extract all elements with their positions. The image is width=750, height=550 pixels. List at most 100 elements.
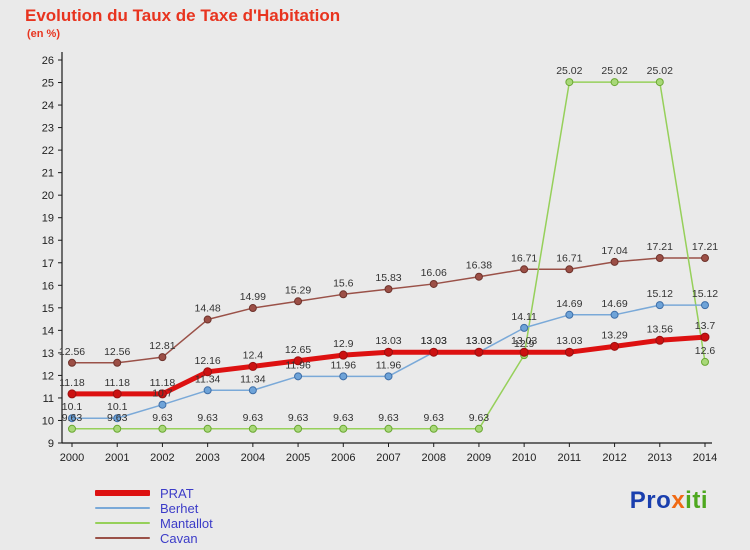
x-tick-label: 2007	[376, 452, 400, 464]
y-tick-label: 16	[42, 280, 54, 292]
legend-label-Mantallot: Mantallot	[160, 515, 213, 531]
marker-Berhet	[520, 323, 529, 332]
y-tick-label: 15	[42, 303, 54, 315]
value-label-PRAT: 11.18	[104, 377, 130, 389]
x-tick-label: 2008	[421, 452, 445, 464]
value-label-Mantallot: 9.63	[107, 412, 128, 424]
y-tick-label: 18	[42, 235, 54, 247]
marker-PRAT	[564, 347, 574, 357]
marker-PRAT	[429, 347, 439, 357]
value-label-PRAT: 12.4	[243, 349, 264, 361]
x-tick-label: 2012	[602, 452, 626, 464]
value-label-Mantallot: 9.63	[288, 412, 309, 424]
marker-Berhet	[203, 386, 212, 395]
value-label-Cavan: 12.56	[104, 346, 130, 358]
value-label-PRAT: 12.16	[195, 355, 221, 367]
series-Berhet	[68, 301, 709, 423]
marker-PRAT	[610, 341, 620, 351]
marker-Cavan	[339, 290, 348, 299]
y-tick-label: 24	[42, 100, 54, 112]
legend-item-PRAT: PRAT	[95, 485, 213, 501]
x-tick-label: 2000	[60, 452, 84, 464]
marker-Mantallot	[610, 78, 619, 87]
page-title: Evolution du Taux de Taxe d'Habitation	[25, 6, 341, 25]
tax-evolution-chart: 9 10 11 12 13 14 15 16 17 18 19 20 21 22 23 24 25 26 2000 2…	[42, 52, 718, 464]
page-subtitle: (en %)	[27, 28, 60, 40]
marker-Mantallot	[203, 424, 212, 433]
chart-legend: PRAT Berhet Mantallot Cavan	[95, 486, 213, 546]
value-label-Berhet: 11.96	[285, 359, 311, 371]
value-label-Mantallot: 9.63	[469, 412, 490, 424]
x-tick-label: 2010	[512, 452, 536, 464]
marker-Mantallot	[158, 424, 167, 433]
marker-Berhet	[68, 414, 76, 423]
marker-Berhet	[294, 372, 303, 381]
legend-label-Cavan: Cavan	[160, 530, 198, 546]
value-label-Berhet: 15.12	[647, 288, 673, 300]
x-tick-label: 2005	[286, 452, 310, 464]
marker-Cavan	[68, 358, 76, 367]
value-label-Berhet: 10.1	[107, 401, 128, 413]
marker-Cavan	[701, 254, 709, 263]
value-label-Cavan: 14.99	[240, 291, 266, 303]
value-label-Cavan: 16.06	[421, 267, 447, 279]
value-label-PRAT: 12.65	[285, 344, 311, 356]
legend-swatch-Cavan	[95, 537, 150, 539]
marker-Mantallot	[474, 424, 483, 433]
marker-Berhet	[248, 386, 257, 395]
value-label-Mantallot: 9.63	[243, 412, 264, 424]
y-tick-label: 13	[42, 348, 54, 360]
value-label-Mantallot: 9.63	[423, 412, 444, 424]
value-label-Mantallot: 9.63	[152, 412, 173, 424]
marker-Cavan	[248, 304, 257, 313]
x-tick-label: 2001	[105, 452, 129, 464]
legend-label-PRAT: PRAT	[160, 485, 194, 501]
marker-Cavan	[429, 279, 438, 288]
y-tick-label: 21	[42, 168, 54, 180]
value-label-PRAT: 13.03	[466, 335, 492, 347]
y-tick-label: 25	[42, 78, 54, 90]
marker-Mantallot	[294, 424, 303, 433]
labels-Mantallot: 9.63 9.63 9.63 9.63 9.63 9.63 9.63 9.63 9.63 9.63…	[62, 65, 716, 424]
marker-Berhet	[701, 301, 709, 310]
marker-PRAT	[293, 356, 303, 366]
value-label-Berhet: 11.34	[195, 373, 221, 385]
marker-PRAT	[248, 361, 258, 371]
y-tick-label: 11	[43, 393, 54, 405]
value-label-Berhet: 13.03	[466, 335, 492, 347]
value-label-Berhet: 11.96	[331, 359, 357, 371]
marker-Cavan	[203, 315, 212, 324]
marker-Cavan	[565, 265, 574, 274]
marker-Mantallot	[68, 424, 76, 433]
x-tick-label: 2011	[558, 452, 582, 464]
marker-Mantallot	[113, 424, 122, 433]
value-label-PRAT: 11.18	[150, 377, 176, 389]
marker-Cavan	[474, 272, 483, 281]
y-tick-label: 10	[42, 415, 54, 427]
value-label-PRAT: 13.03	[556, 335, 582, 347]
x-tick-label: 2013	[648, 452, 672, 464]
value-label-Berhet: 11.96	[376, 359, 402, 371]
value-label-Cavan: 12.56	[59, 346, 85, 358]
value-label-Cavan: 16.71	[556, 252, 582, 264]
value-label-PRAT: 13.7	[695, 320, 716, 332]
value-label-Berhet: 15.12	[692, 288, 718, 300]
series-Cavan	[68, 254, 709, 367]
marker-PRAT	[203, 367, 213, 377]
value-label-Cavan: 16.38	[466, 260, 492, 272]
x-tick-label: 2002	[150, 452, 174, 464]
value-label-Mantallot: 25.02	[601, 65, 627, 77]
legend-swatch-Mantallot	[95, 522, 150, 524]
x-tick-label: 2004	[241, 452, 265, 464]
x-tick-label: 2014	[693, 452, 717, 464]
marker-Cavan	[384, 285, 393, 294]
marker-Berhet	[339, 372, 348, 381]
y-tick-label: 14	[42, 325, 54, 337]
value-label-Cavan: 15.29	[285, 284, 311, 296]
value-label-PRAT: 13.56	[647, 323, 673, 335]
value-label-Mantallot: 9.63	[378, 412, 399, 424]
marker-Cavan	[158, 353, 167, 362]
series-PRAT	[67, 332, 710, 399]
value-label-PRAT: 11.18	[59, 377, 85, 389]
